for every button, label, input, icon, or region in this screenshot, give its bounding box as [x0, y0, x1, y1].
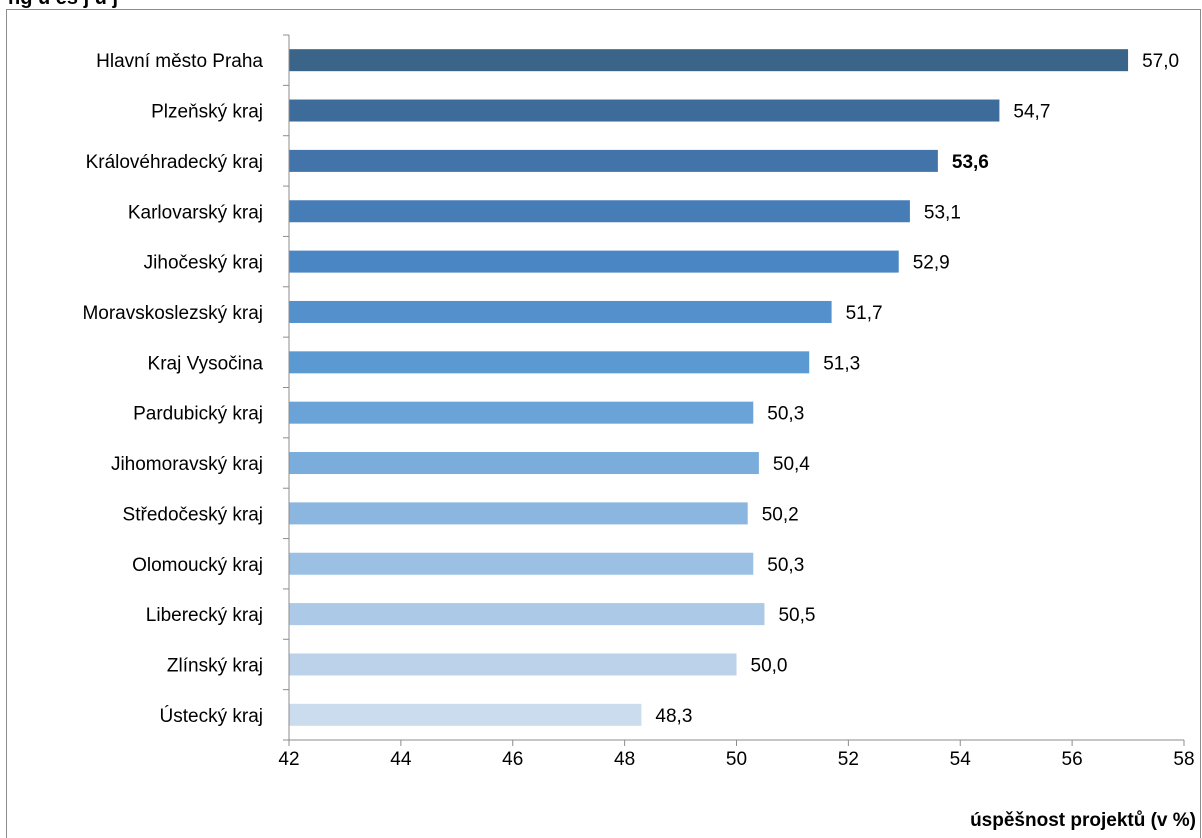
x-tick-label: 56 [1062, 749, 1083, 770]
category-label: Moravskoslezský kraj [82, 303, 263, 324]
value-label: 53,1 [924, 202, 961, 223]
category-label: Zlínský kraj [167, 655, 263, 676]
category-label: Olomoucký kraj [132, 555, 263, 576]
bar [289, 200, 910, 223]
bar [289, 351, 810, 374]
category-label: Pardubický kraj [133, 404, 263, 425]
category-label: Středočeský kraj [123, 504, 263, 525]
bar [289, 552, 754, 575]
category-label: Hlavní město Praha [96, 51, 263, 72]
x-tick-label: 52 [838, 749, 859, 770]
value-label: 51,7 [846, 303, 883, 324]
bar [289, 703, 642, 726]
x-tick-label: 48 [614, 749, 635, 770]
value-label: 50,4 [773, 454, 810, 475]
bar [289, 401, 754, 424]
x-tick-label: 58 [1173, 749, 1194, 770]
value-label: 50,5 [778, 605, 815, 626]
category-label: Liberecký kraj [146, 605, 263, 626]
bar [289, 250, 899, 273]
bar [289, 452, 759, 475]
value-label: 54,7 [1013, 102, 1050, 123]
x-axis-title: úspěšnost projektů (v %) [970, 810, 1196, 831]
chart-labels: Hlavní město Praha 57,0 Plzeňský kraj 54,7 K… [82, 51, 1179, 727]
bar [289, 149, 938, 172]
x-tick-label: 44 [390, 749, 412, 770]
value-label: 50,2 [762, 504, 799, 525]
chart-frame [6, 9, 1201, 838]
bar [289, 502, 748, 525]
category-label: Jihomoravský kraj [111, 454, 263, 475]
bar [289, 99, 1000, 122]
category-label: Ústecký kraj [160, 705, 263, 727]
bar [289, 300, 832, 323]
value-label: 53,6 [952, 152, 989, 173]
bar [289, 49, 1129, 72]
x-tick-label: 50 [726, 749, 747, 770]
x-tick-label: 42 [278, 749, 299, 770]
chart-caption: ng ú ěš j ů j [8, 0, 118, 10]
bar [289, 653, 737, 676]
value-label: 57,0 [1142, 51, 1179, 72]
category-label: Královéhradecký kraj [86, 152, 263, 173]
category-label: Jihočeský kraj [144, 253, 263, 274]
category-label: Karlovarský kraj [128, 202, 263, 223]
value-label: 50,0 [751, 655, 788, 676]
value-label: 48,3 [655, 706, 692, 727]
value-label: 50,3 [767, 404, 804, 425]
value-label: 50,3 [767, 555, 804, 576]
value-label: 52,9 [913, 253, 950, 274]
bar [289, 603, 765, 626]
value-label: 51,3 [823, 353, 860, 374]
x-tick-label: 46 [502, 749, 523, 770]
category-label: Plzeňský kraj [151, 102, 263, 123]
x-tick-label: 54 [950, 749, 972, 770]
chart-bars [289, 49, 1129, 726]
chart-axes: 42 44 46 48 50 52 54 56 58 [278, 34, 1195, 770]
category-label: Kraj Vysočina [148, 353, 264, 374]
